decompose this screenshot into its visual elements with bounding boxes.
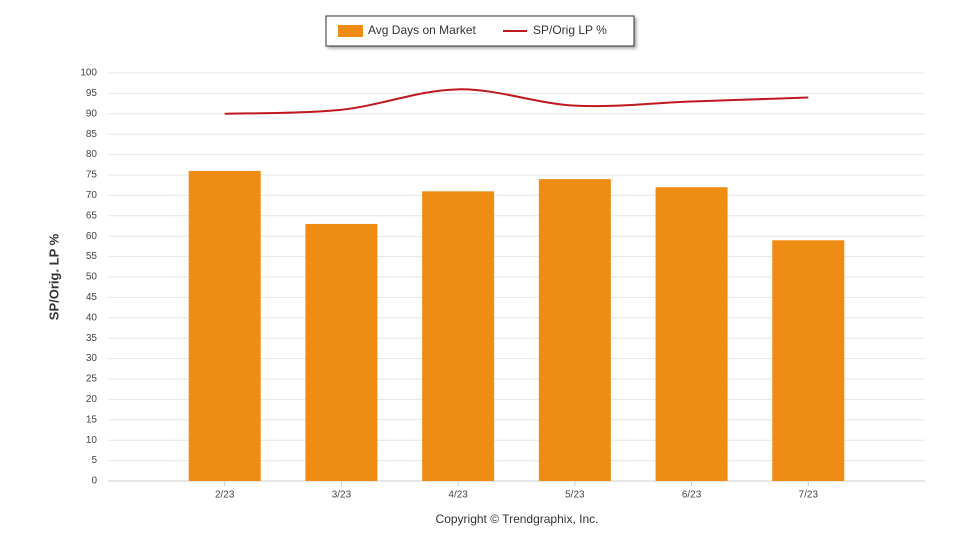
x-tick-label: 3/23 [332, 490, 352, 501]
y-tick-label: 95 [86, 88, 98, 99]
bar [655, 187, 728, 482]
y-tick-label: 65 [86, 210, 98, 221]
legend-box [325, 15, 635, 47]
legend-label: Avg Days on Market [368, 23, 476, 37]
bar [422, 191, 495, 481]
y-tick-label: 100 [80, 68, 97, 79]
x-tick-label: 6/23 [682, 490, 702, 501]
y-tick-label: 0 [91, 476, 97, 487]
y-tick-label: 35 [86, 333, 98, 344]
y-tick-label: 55 [86, 251, 98, 262]
bar [305, 223, 378, 481]
bar [538, 179, 611, 481]
y-tick-label: 30 [86, 353, 98, 364]
y-tick-label: 25 [86, 374, 98, 385]
y-tick-label: 85 [86, 129, 98, 140]
x-tick-label: 4/23 [448, 490, 468, 501]
x-tick-label: 5/23 [565, 490, 585, 501]
bar [188, 170, 261, 482]
y-tick-label: 70 [86, 190, 98, 201]
legend-swatch [338, 25, 363, 37]
y-axis-label: SP/Orig. LP % [46, 233, 61, 320]
x-tick-label: 2/23 [215, 490, 235, 501]
legend-label: SP/Orig LP % [533, 23, 607, 37]
y-tick-label: 50 [86, 272, 98, 283]
footer: Copyright © Trendgraphix, Inc. [436, 512, 599, 526]
y-tick-label: 90 [86, 108, 98, 119]
line [224, 88, 809, 115]
y-tick-label: 80 [86, 149, 98, 160]
y-tick-label: 10 [86, 435, 98, 446]
y-tick-label: 45 [86, 292, 98, 303]
y-tick-label: 15 [86, 414, 98, 425]
y-tick-label: 75 [86, 170, 98, 181]
bar [772, 240, 845, 481]
y-tick-label: 20 [86, 394, 98, 405]
y-tick-label: 40 [86, 312, 98, 323]
x-tick-label: 7/23 [799, 490, 819, 501]
y-tick-label: 5 [91, 455, 97, 466]
y-tick-label: 60 [86, 231, 98, 242]
